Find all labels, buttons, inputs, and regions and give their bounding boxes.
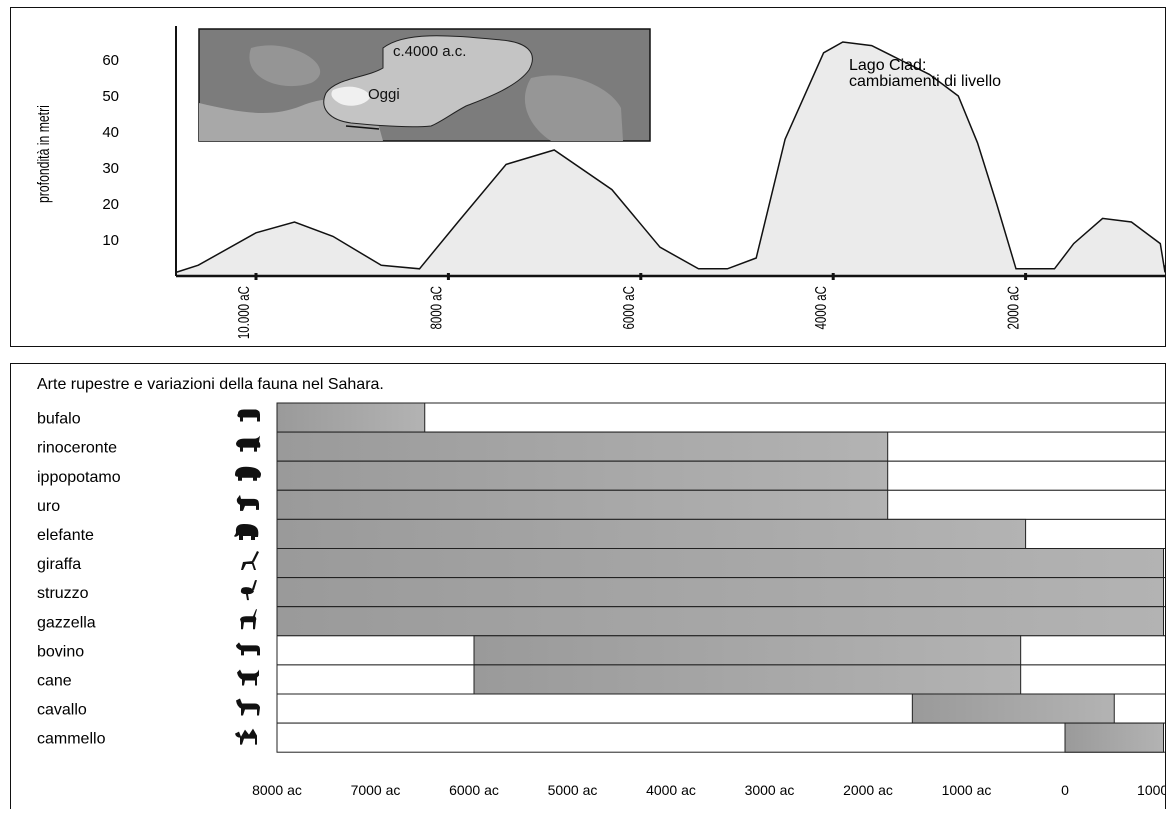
hippopotamus-icon <box>235 466 261 481</box>
lake-chart-subtitle: cambiamenti di livello <box>849 73 1001 90</box>
fauna-range-bar <box>276 402 426 433</box>
lake-y-tick-label: 30 <box>102 160 119 177</box>
lake-x-tick-label: 8000 aC <box>426 286 444 330</box>
ostrich-icon <box>240 580 257 601</box>
fauna-chart-title: Arte rupestre e variazioni della fauna n… <box>37 376 384 393</box>
lake-y-tick-label: 10 <box>102 232 119 249</box>
fauna-range-bar <box>276 577 1164 608</box>
fauna-x-tick-label: 4000 ac <box>646 782 696 798</box>
gazelle-icon <box>240 609 257 630</box>
aurochs-icon <box>236 494 259 511</box>
lake-level-line <box>175 41 1166 274</box>
fauna-row: cane <box>37 664 1166 695</box>
sahara-fauna-panel: Arte rupestre e variazioni della fauna n… <box>10 363 1166 809</box>
fauna-row-label: cavallo <box>37 702 87 719</box>
lake-level-area <box>176 42 1165 276</box>
fauna-row: giraffa <box>37 548 1166 579</box>
lake-y-ticks: 10 20 30 40 50 60 <box>102 52 119 249</box>
fauna-row: uro <box>37 489 1166 520</box>
fauna-x-tick-label: 3000 ac <box>745 782 795 798</box>
lake-level-chart: c.4000 a.c. Oggi 10 20 30 40 50 60 10.000 aC 8… <box>35 26 1166 339</box>
fauna-x-tick-label: 1000 ac <box>942 782 992 798</box>
giraffe-icon <box>241 551 259 571</box>
fauna-row-label: bovino <box>37 643 84 660</box>
fauna-range-bar <box>276 518 1027 549</box>
inset-map: c.4000 a.c. Oggi <box>198 28 651 142</box>
fauna-row-label: gazzella <box>37 614 96 631</box>
fauna-row: cavallo <box>37 693 1166 724</box>
fauna-range-bar <box>473 635 1022 666</box>
fauna-x-tick-label: 6000 ac <box>449 782 499 798</box>
fauna-rows: bufalo rinoceronte ippopotamo uro elefante gi… <box>37 402 1166 753</box>
buffalo-icon <box>237 409 260 422</box>
fauna-x-tick-label: 5000 ac <box>548 782 598 798</box>
fauna-row-label: uro <box>37 498 60 515</box>
lake-axes <box>175 26 1165 278</box>
fauna-x-tick-label: 7000 ac <box>351 782 401 798</box>
fauna-range-chart: Arte rupestre e variazioni della fauna n… <box>37 376 1166 798</box>
fauna-row: elefante <box>37 518 1166 549</box>
fauna-row-label: bufalo <box>37 411 81 428</box>
lake-x-tick-label: 2000 aC <box>1004 286 1022 330</box>
lake-y-tick-label: 20 <box>102 196 119 213</box>
fauna-x-tick-label: 8000 ac <box>252 782 302 798</box>
fauna-row: rinoceronte <box>37 431 1166 462</box>
fauna-row-label: cammello <box>37 731 106 748</box>
lake-chad-level-panel: c.4000 a.c. Oggi 10 20 30 40 50 60 10.000 aC 8… <box>10 7 1166 347</box>
fauna-row-label: cane <box>37 672 72 689</box>
lake-y-tick-label: 40 <box>102 124 119 141</box>
fauna-row: bovino <box>37 635 1166 666</box>
fauna-x-tick-label: 1000 dC <box>1137 782 1165 798</box>
fauna-range-bar <box>276 606 1164 637</box>
fauna-range-bar <box>276 548 1164 579</box>
inset-label-oggi: Oggi <box>368 86 400 103</box>
rhinoceros-icon <box>236 435 261 452</box>
lake-y-axis-label: profondità in metri <box>35 105 53 203</box>
lake-chart-title: Lago Ciad: <box>849 57 926 74</box>
lake-x-tick-label: 10.000 aC <box>234 286 252 339</box>
lake-x-tick-label: 4000 aC <box>811 286 829 330</box>
fauna-row-label: ippopotamo <box>37 469 121 486</box>
fauna-row-label: giraffa <box>37 556 81 573</box>
lake-x-tick-label: 6000 aC <box>619 286 637 330</box>
fauna-row: gazzella <box>37 606 1166 637</box>
fauna-range-bar <box>276 489 889 520</box>
fauna-range-bar <box>1064 722 1164 753</box>
lake-y-tick-label: 60 <box>102 52 119 69</box>
camel-icon <box>235 728 257 745</box>
fauna-row-label: elefante <box>37 527 94 544</box>
fauna-row-background <box>276 722 1166 753</box>
fauna-row: cammello <box>37 722 1166 753</box>
fauna-row-label: struzzo <box>37 585 89 602</box>
fauna-x-ticks: 8000 ac 7000 ac 6000 ac 5000 ac 4000 ac 3000 … <box>252 782 1166 798</box>
fauna-row: ippopotamo <box>37 460 1166 491</box>
fauna-range-bar <box>276 431 889 462</box>
cattle-icon <box>236 642 260 656</box>
horse-icon <box>236 698 260 716</box>
fauna-range-bar <box>911 693 1115 724</box>
fauna-x-tick-label: 2000 ac <box>843 782 893 798</box>
elephant-icon <box>234 523 259 540</box>
fauna-row-label: rinoceronte <box>37 440 117 457</box>
lake-y-tick-label: 50 <box>102 88 119 105</box>
fauna-range-bar <box>473 664 1022 695</box>
fauna-row: struzzo <box>37 577 1166 608</box>
fauna-range-bar <box>276 460 889 491</box>
fauna-row: bufalo <box>37 402 1166 433</box>
fauna-x-tick-label: 0 <box>1061 782 1069 798</box>
dog-icon <box>237 669 259 686</box>
inset-label-4000: c.4000 a.c. <box>393 43 466 60</box>
